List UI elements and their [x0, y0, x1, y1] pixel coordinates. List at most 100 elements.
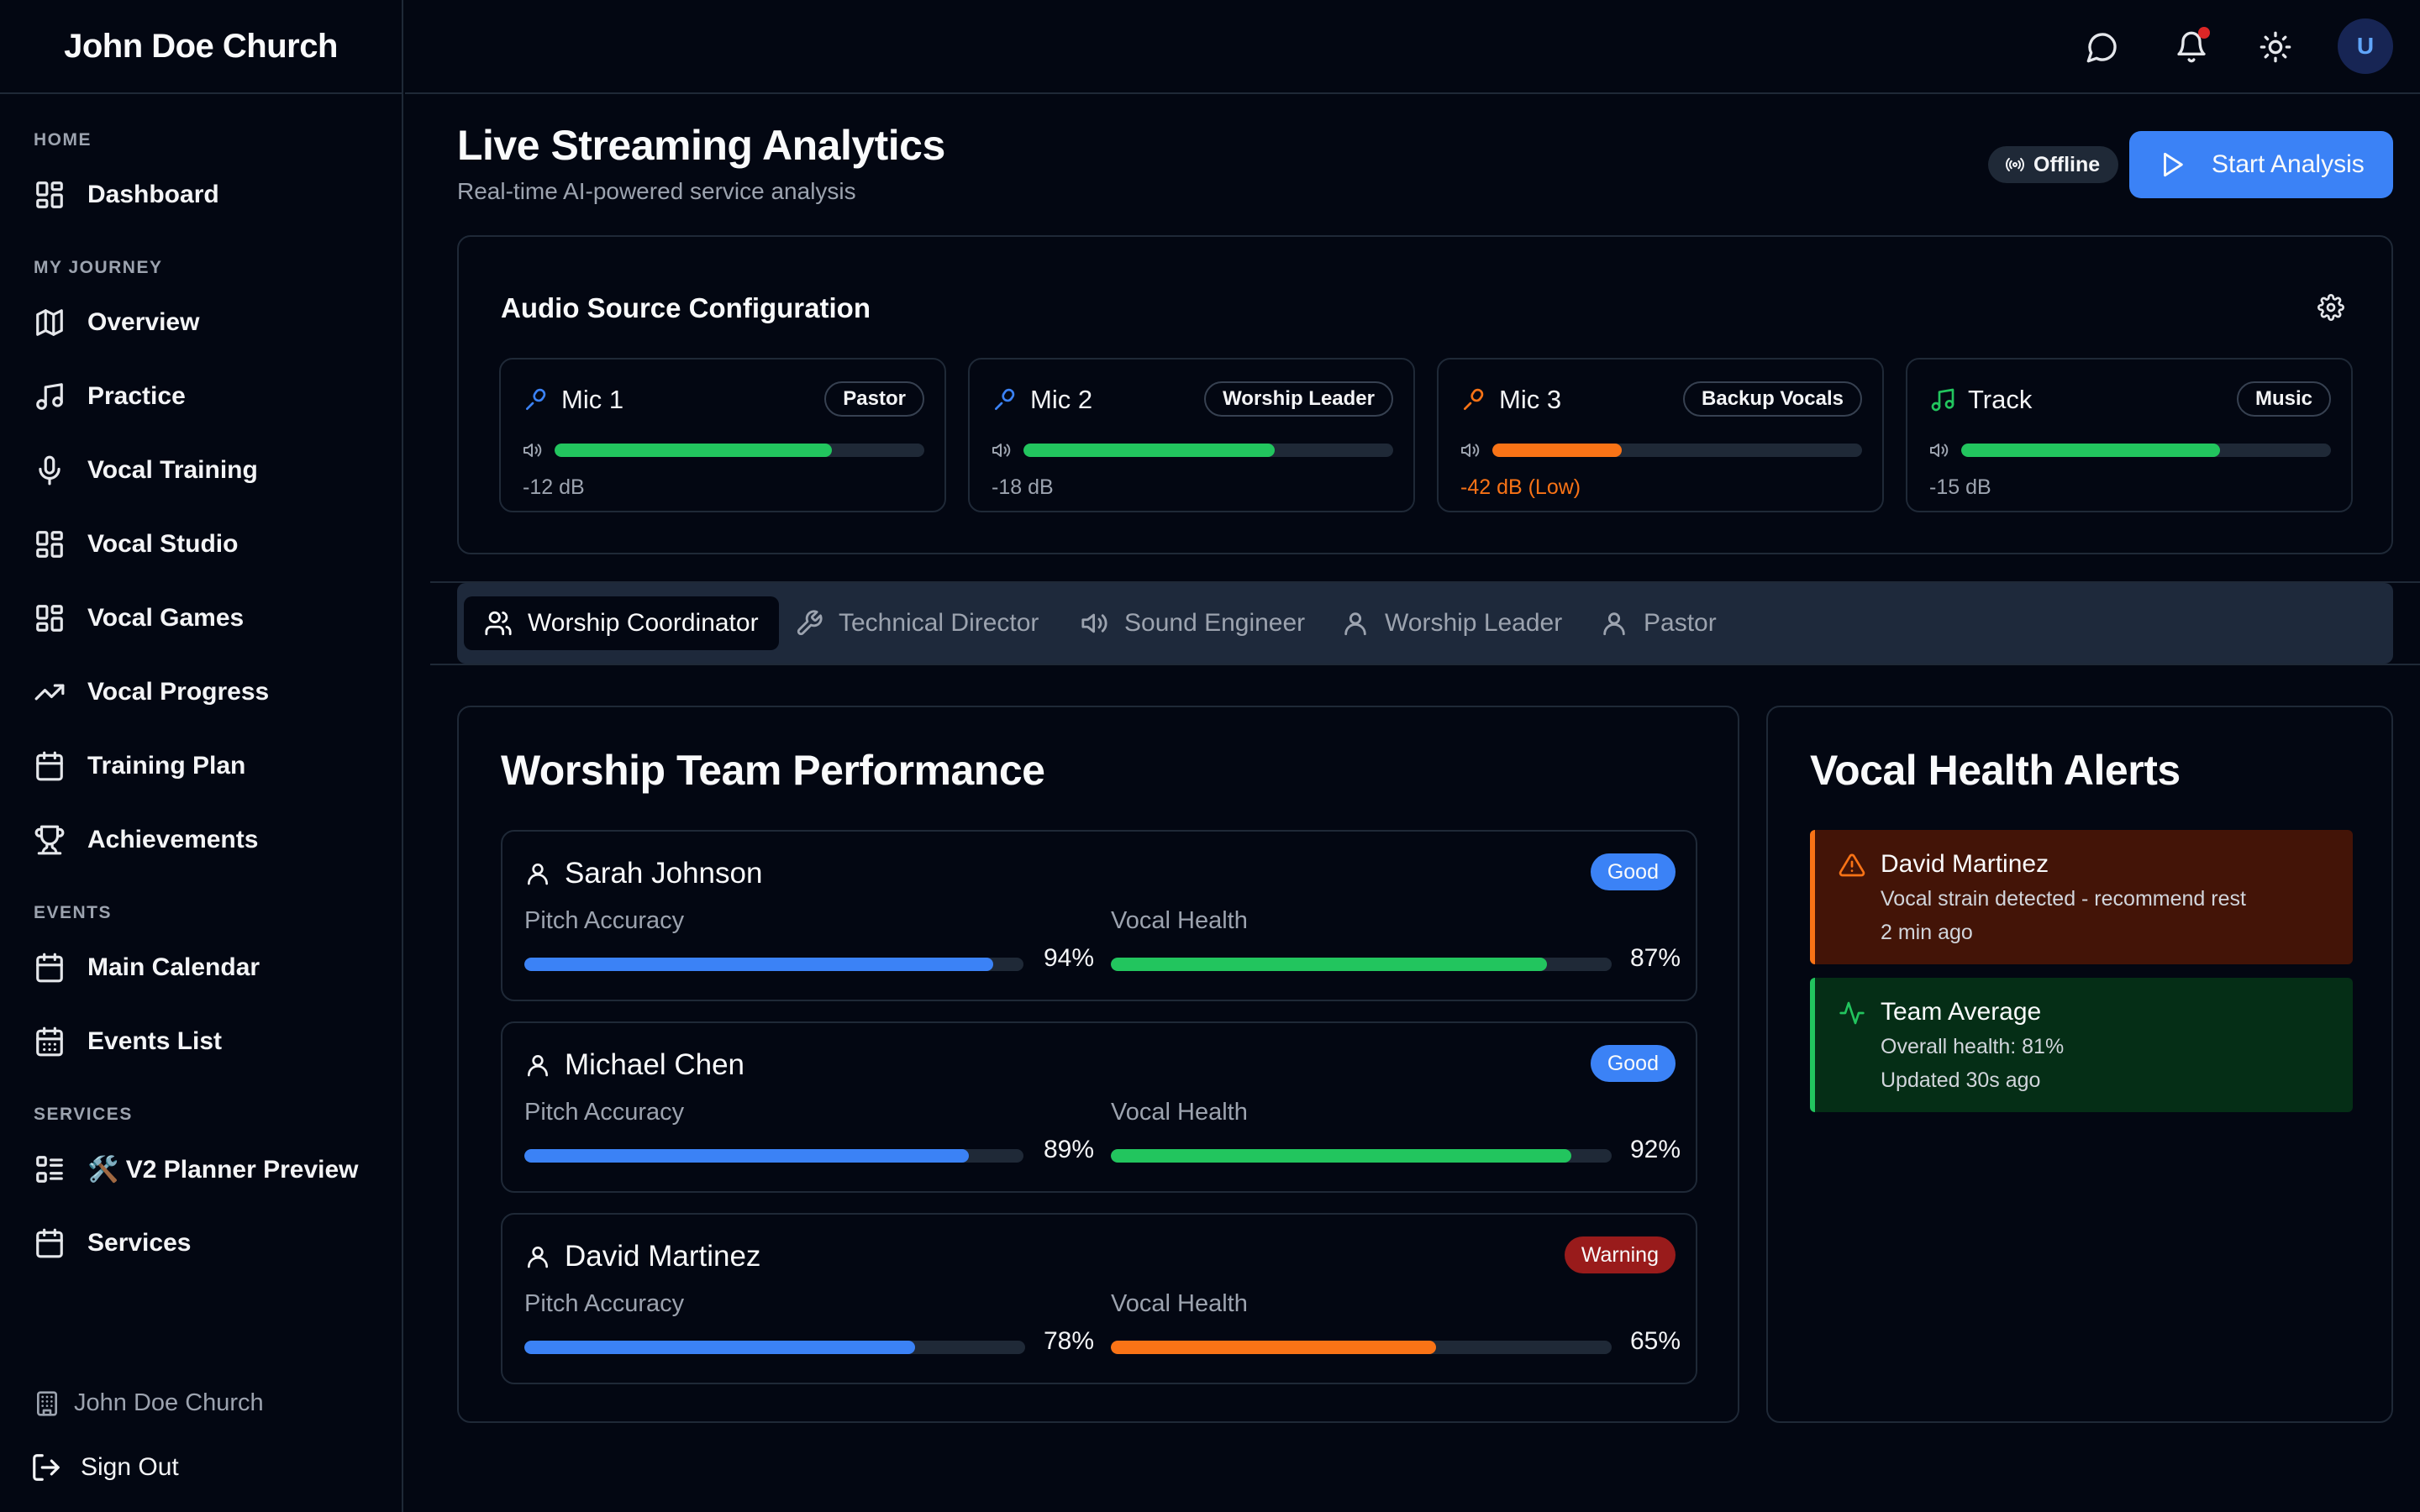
pitch-bar: [524, 1149, 1023, 1163]
health-value: 87%: [1629, 944, 1681, 972]
church-footer-label: John Doe Church: [74, 1389, 264, 1416]
team-member-card[interactable]: Michael Chen Good Pitch Accuracy 89% Voc…: [501, 1021, 1697, 1193]
pitch-value: 89%: [1043, 1136, 1094, 1163]
sidebar-item-label: Practice: [87, 382, 186, 410]
divider: [430, 664, 2420, 665]
music-icon: [1931, 388, 1954, 412]
audio-source-name: Mic 1: [561, 385, 624, 414]
calendar-icon: [36, 953, 63, 983]
health-value: 92%: [1629, 1136, 1681, 1163]
panel-title: Vocal Health Alerts: [1810, 747, 2181, 794]
sidebar-item-dashboard[interactable]: Dashboard: [34, 168, 368, 222]
level-meter-fill: [1023, 444, 1276, 457]
sign-out-button[interactable]: Sign Out: [30, 1452, 179, 1483]
user-icon: [1344, 612, 1366, 636]
sidebar-item-training-plan[interactable]: Training Plan: [34, 739, 368, 793]
volume-icon: [992, 444, 1011, 457]
tab-label: Technical Director: [839, 609, 1039, 637]
status-badge: Good: [1590, 1045, 1676, 1082]
level-meter: [1961, 444, 2331, 457]
tab-pastor[interactable]: Pastor: [1600, 596, 1717, 650]
sidebar-item-vocal-games[interactable]: Vocal Games: [34, 591, 368, 645]
team-member-card[interactable]: David Martinez Warning Pitch Accuracy 78…: [501, 1213, 1697, 1384]
sidebar-item-services[interactable]: Services: [34, 1216, 368, 1270]
sidebar-item-vocal-studio[interactable]: Vocal Studio: [34, 517, 368, 571]
pitch-value: 94%: [1043, 944, 1094, 972]
user-icon: [528, 1247, 548, 1268]
warning-icon: [1839, 853, 1865, 877]
sidebar-item-label: Vocal Progress: [87, 678, 270, 706]
audio-source-card[interactable]: Track Music -15 dB: [1906, 358, 2353, 512]
audio-source-role-badge: Pastor: [824, 381, 924, 417]
church-switcher[interactable]: John Doe Church: [34, 1389, 264, 1417]
brand-title: John Doe Church: [0, 0, 402, 94]
sidebar: John Doe Church HOME Dashboard MY JOURNE…: [0, 0, 403, 1512]
grid-icon: [36, 531, 63, 558]
tab-worship-coordinator[interactable]: Worship Coordinator: [464, 596, 779, 650]
pitch-bar: [524, 958, 1023, 971]
sidebar-item-vocal-progress[interactable]: Vocal Progress: [34, 665, 368, 719]
users-icon: [485, 611, 512, 636]
role-tabs: Worship Coordinator Technical Director S…: [457, 583, 2393, 664]
grid-icon: [36, 605, 63, 632]
gear-icon[interactable]: [2317, 294, 2344, 321]
member-name: David Martinez: [565, 1240, 761, 1273]
trophy-icon: [34, 825, 65, 855]
start-analysis-button[interactable]: Start Analysis: [2129, 131, 2393, 198]
volume-icon: [523, 444, 542, 457]
tab-sound-engineer[interactable]: Sound Engineer: [1081, 596, 1305, 650]
audio-source-card[interactable]: Mic 3 Backup Vocals -42 dB (Low): [1437, 358, 1884, 512]
speaker-icon: [1081, 613, 1107, 633]
volume-icon: [1461, 444, 1480, 457]
sidebar-item-practice[interactable]: Practice: [34, 370, 368, 423]
sidebar-item-label: Main Calendar: [87, 953, 260, 981]
audio-panel-title: Audio Source Configuration: [501, 292, 871, 323]
audio-source-level: -42 dB (Low): [1460, 475, 1581, 499]
top-bar: [405, 0, 2420, 94]
section-label-journey: MY JOURNEY: [34, 258, 163, 277]
audio-source-level: -15 dB: [1929, 475, 1991, 499]
tab-worship-leader[interactable]: Worship Leader: [1341, 596, 1562, 650]
message-icon[interactable]: [2086, 30, 2119, 64]
alert-item[interactable]: Team Average Overall health: 81% Updated…: [1810, 978, 2353, 1112]
alert-item[interactable]: David Martinez Vocal strain detected - r…: [1810, 830, 2353, 964]
page-title: Live Streaming Analytics: [457, 122, 945, 169]
radio-icon: [2006, 157, 2024, 172]
team-performance-panel: Worship Team Performance Sarah Johnson G…: [457, 706, 1739, 1423]
sidebar-item-overview[interactable]: Overview: [34, 296, 368, 349]
audio-source-card[interactable]: Mic 2 Worship Leader -18 dB: [968, 358, 1415, 512]
pitch-bar: [524, 1341, 1025, 1354]
sidebar-item-label: Services: [87, 1229, 192, 1257]
level-meter-fill: [1492, 444, 1622, 457]
pitch-value: 78%: [1043, 1327, 1094, 1355]
user-icon: [528, 1055, 548, 1077]
sidebar-item-vocal-training[interactable]: Vocal Training: [34, 444, 368, 497]
user-icon: [1603, 612, 1625, 636]
tab-technical-director[interactable]: Technical Director: [795, 596, 1039, 650]
sidebar-item-events-list[interactable]: Events List: [34, 1015, 368, 1068]
audio-source-name: Mic 3: [1499, 385, 1562, 414]
alert-title: David Martinez: [1881, 850, 2049, 878]
status-badge: Good: [1590, 853, 1676, 890]
calendar-days-icon: [36, 1026, 63, 1057]
sidebar-item-main-calendar[interactable]: Main Calendar: [34, 941, 368, 995]
level-meter: [1492, 444, 1862, 457]
sidebar-item-achievements[interactable]: Achievements: [34, 813, 368, 867]
member-name: Sarah Johnson: [565, 857, 763, 890]
status-badge: Offline: [1988, 146, 2119, 183]
user-avatar[interactable]: U: [2338, 18, 2393, 74]
sun-icon[interactable]: [2259, 30, 2292, 64]
bell-icon[interactable]: [2175, 30, 2208, 64]
trending-up-icon: [34, 684, 65, 701]
calendar-icon: [36, 751, 63, 781]
alert-message: Overall health: 81%: [1881, 1035, 2065, 1058]
pitch-bar-fill: [524, 1149, 969, 1163]
team-member-card[interactable]: Sarah Johnson Good Pitch Accuracy 94% Vo…: [501, 830, 1697, 1001]
sidebar-item-v2-planner[interactable]: 🛠️ V2 Planner Preview: [34, 1142, 368, 1196]
audio-source-role-badge: Backup Vocals: [1683, 381, 1862, 417]
level-meter-fill: [555, 444, 832, 457]
dashboard-icon: [36, 181, 63, 208]
health-bar-fill: [1111, 958, 1547, 971]
audio-source-card[interactable]: Mic 1 Pastor -12 dB: [499, 358, 946, 512]
sign-out-label: Sign Out: [81, 1453, 179, 1481]
